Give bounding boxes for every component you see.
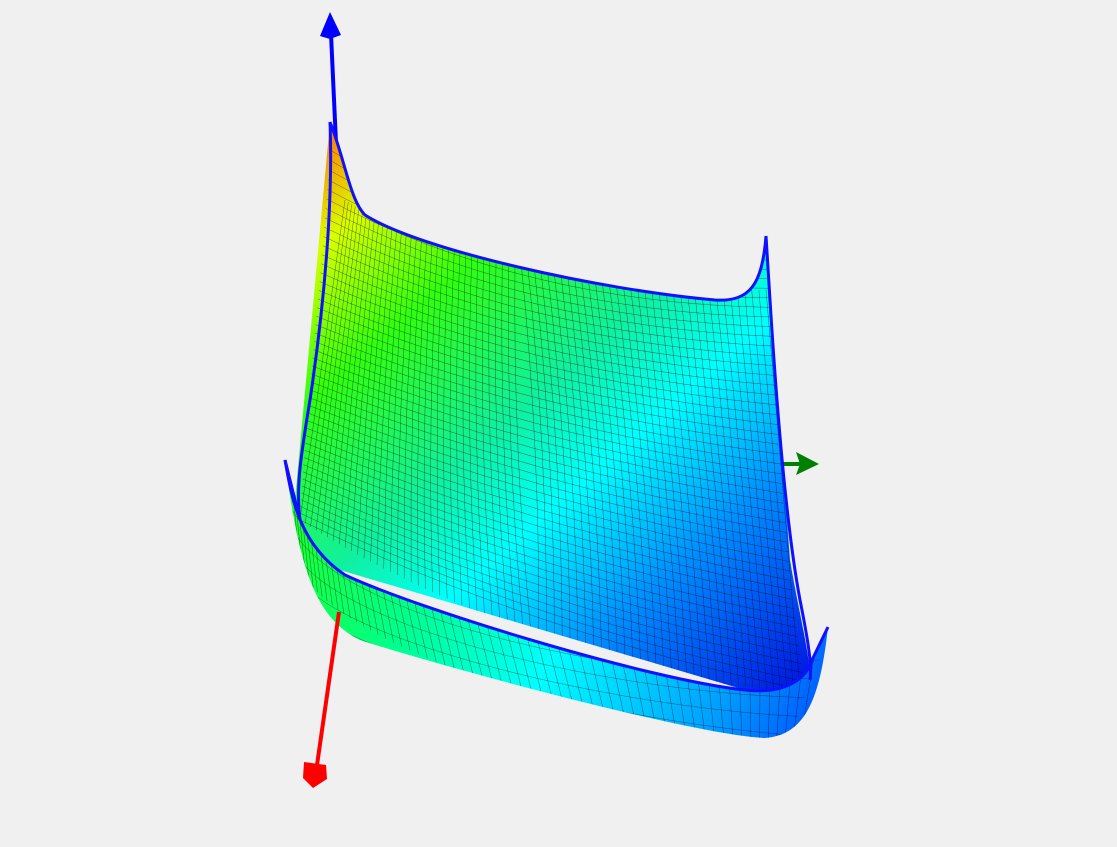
surface-front-rim: [285, 460, 828, 738]
surface-wireframe: [299, 149, 806, 691]
surface-mesh[interactable]: [283, 121, 830, 745]
surface-main-face: [295, 122, 811, 696]
x-axis: [303, 611, 341, 788]
x-axis-line: [315, 611, 341, 766]
surface-boundary-edges: [283, 121, 830, 693]
x-axis-arrowhead: [303, 762, 327, 788]
z-axis-arrowhead: [320, 12, 341, 39]
y-axis-arrowhead: [796, 452, 819, 475]
